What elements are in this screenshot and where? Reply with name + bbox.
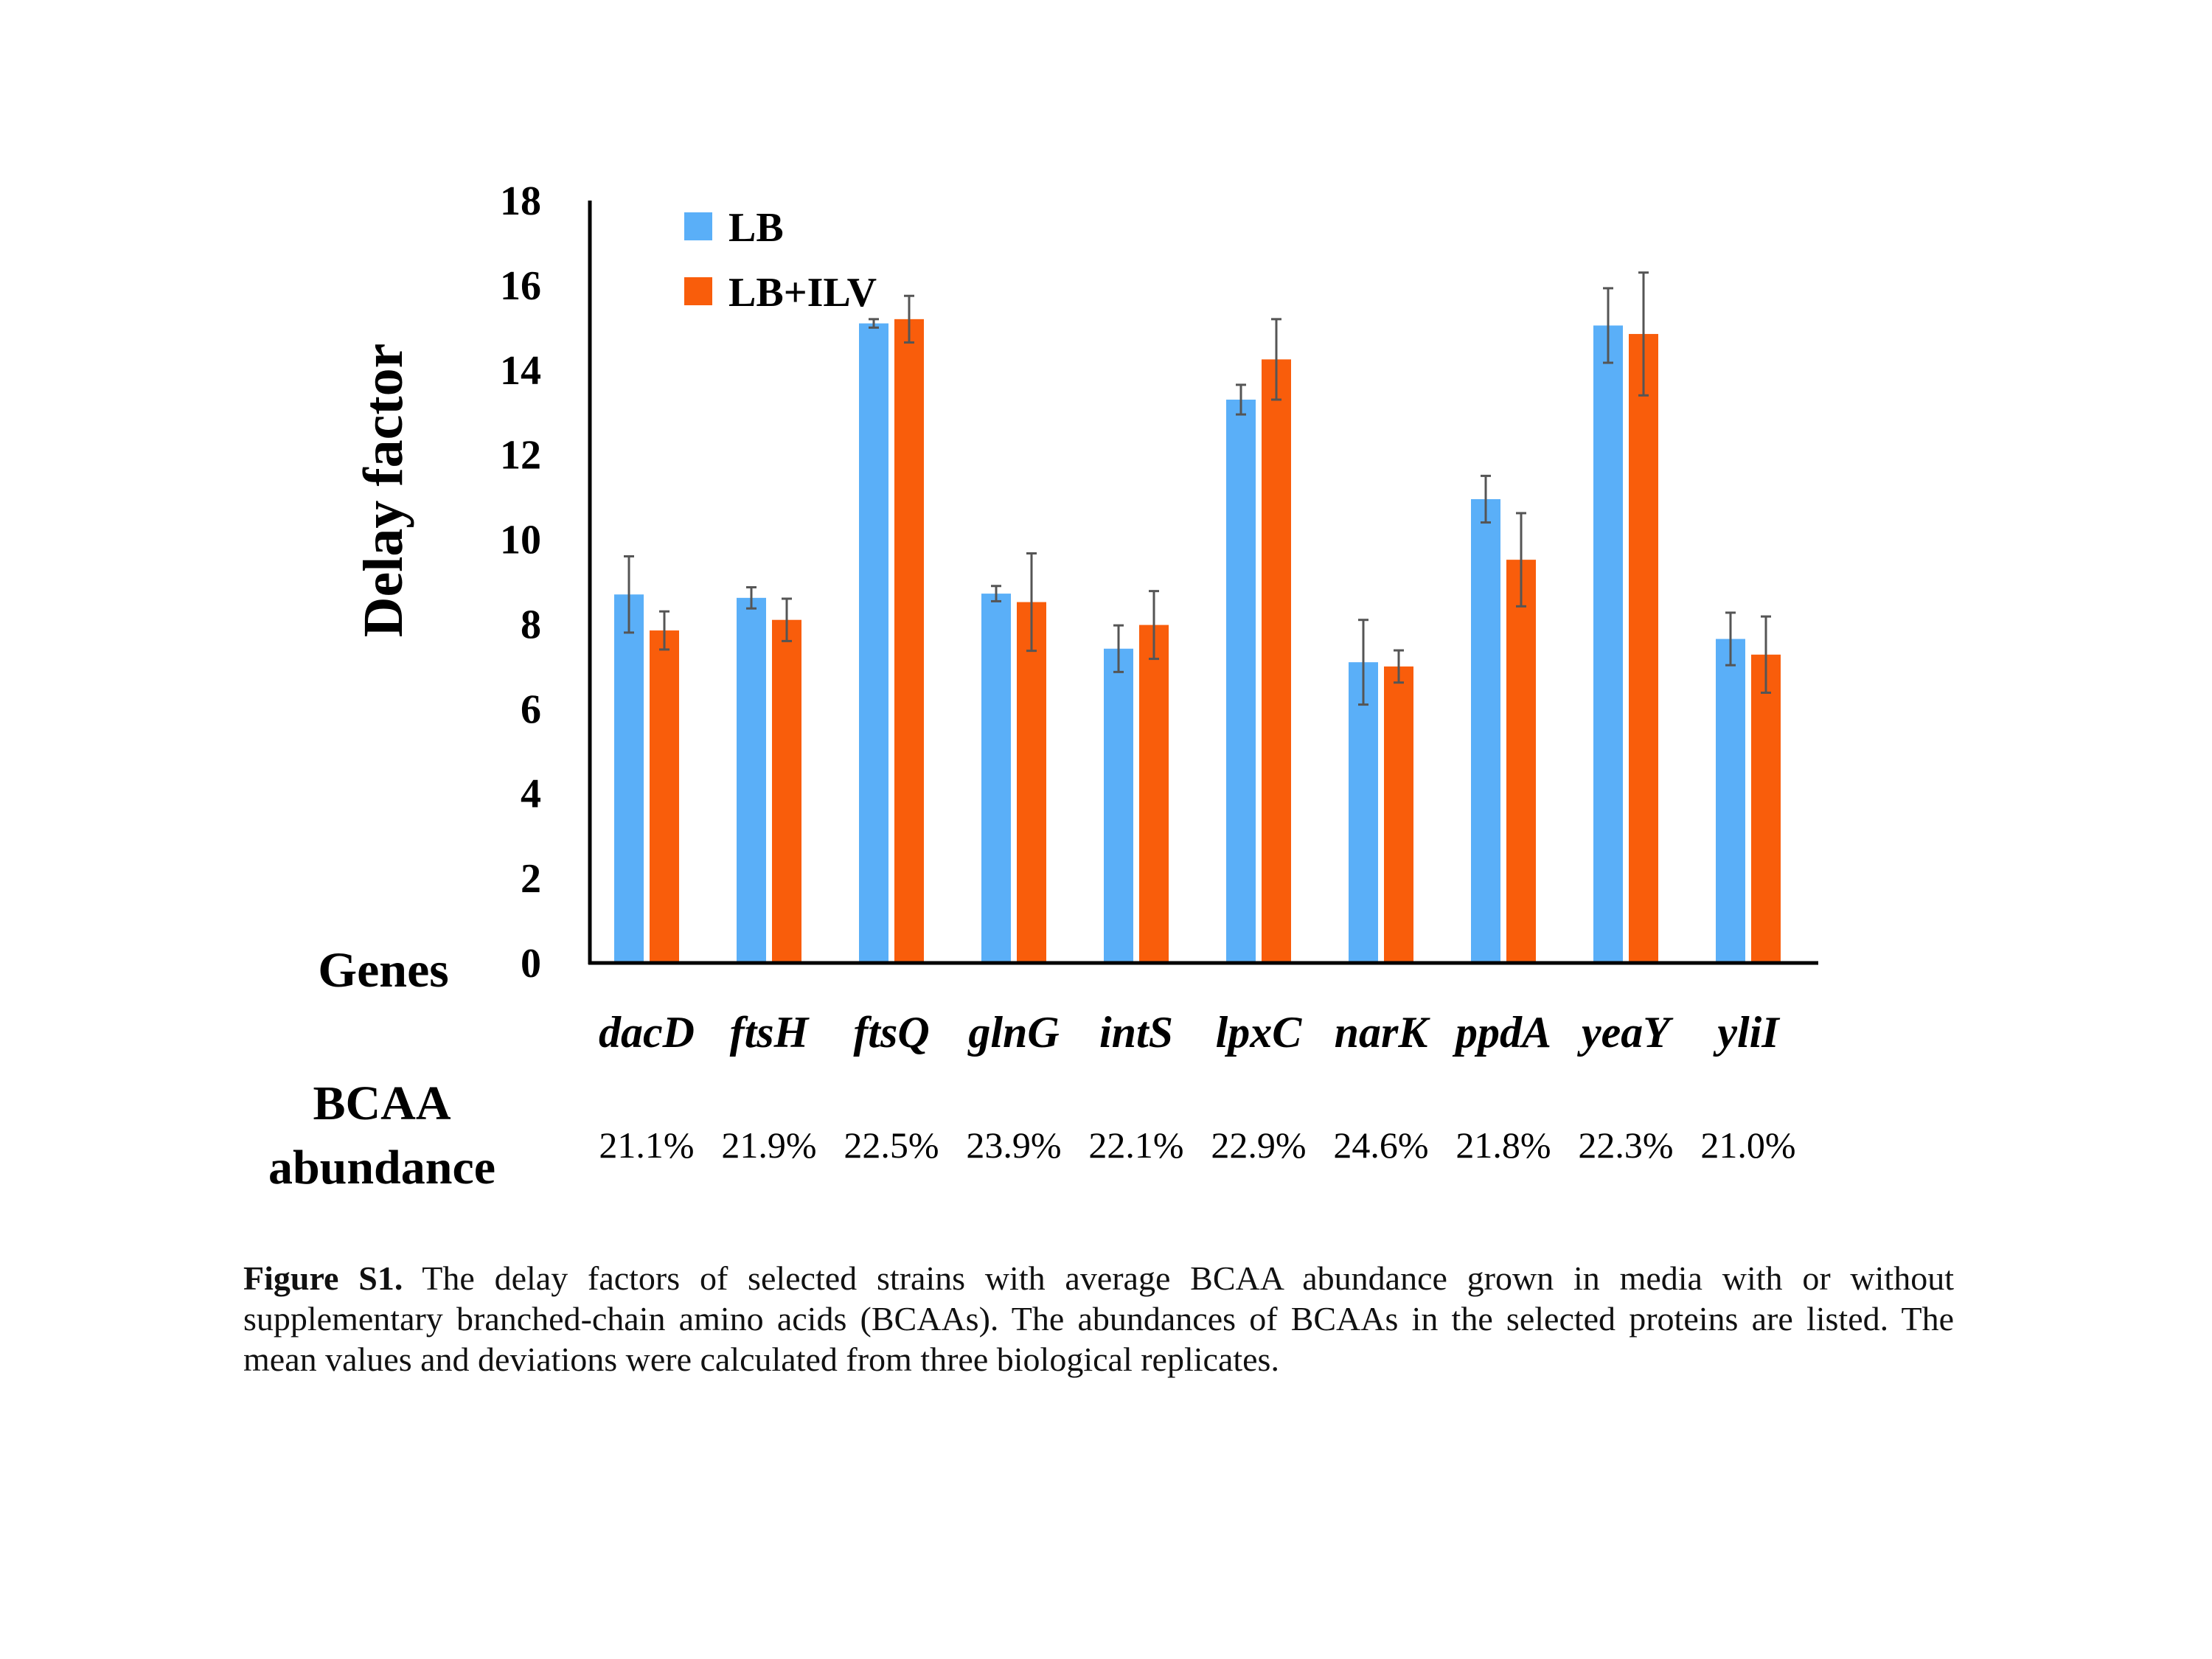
figure-caption: Figure S1. The delay factors of selected… (243, 1258, 1954, 1380)
x-category-label: dacD (599, 1008, 695, 1057)
bar-lb-ilv-dacD (650, 630, 679, 963)
x-category-labels: dacD ftsH ftsQ glnG intS lpxC narK ppdA yeaY yliI (599, 1008, 1781, 1057)
bar-chart: 0 2 4 6 8 10 12 14 16 18 dacD ftsH ftsQ glnG intS lpxC… (268, 178, 1818, 1194)
x-category-label: ftsQ (853, 1008, 929, 1057)
x-category-label: narK (1335, 1008, 1431, 1057)
legend-swatch-lb-ilv (684, 277, 712, 305)
bar-lb-ilv-intS (1139, 625, 1169, 963)
figure-label: Figure S1. (243, 1259, 403, 1297)
bcaa-abundance-value: 21.9% (721, 1124, 816, 1166)
y-tick-label: 10 (500, 518, 541, 563)
bcaa-abundance-row: 21.1% 21.9% 22.5% 23.9% 22.1% 22.9% 24.6% 21.8%… (599, 1124, 1795, 1166)
error-bar-lb-dacD (624, 555, 634, 634)
x-category-label: lpxC (1216, 1008, 1303, 1057)
bar-lb-ilv-ftsH (772, 619, 801, 963)
error-bar-lb-ilv-dacD (659, 610, 669, 651)
y-tick-label: 18 (500, 178, 541, 224)
y-tick-label: 8 (521, 602, 541, 647)
legend-label-lb-ilv: LB+ILV (728, 270, 877, 316)
bars-layer (614, 319, 1781, 964)
bar-lb-ilv-narK (1384, 666, 1413, 963)
error-bar-lb-ilv-glnG (1026, 552, 1037, 653)
legend-label-lb: LB (728, 205, 784, 251)
bar-lb-lpxC (1226, 399, 1256, 963)
error-bar-lb-intS (1113, 624, 1124, 673)
bar-lb-intS (1104, 648, 1133, 963)
error-bar-lb-ilv-ftsQ (904, 294, 914, 344)
figure-caption-text: The delay factors of selected strains wi… (243, 1259, 1954, 1378)
error-bar-lb-ilv-intS (1149, 590, 1159, 661)
x-category-label: ppdA (1452, 1008, 1551, 1057)
bcaa-abundance-value: 24.6% (1333, 1124, 1428, 1166)
error-bar-lb-ilv-yliI (1761, 615, 1771, 695)
legend: LB LB+ILV (684, 205, 877, 316)
bcaa-abundance-value: 21.8% (1455, 1124, 1551, 1166)
error-bar-lb-ftsH (746, 585, 757, 610)
y-tick-label: 2 (521, 856, 541, 902)
bcaa-abundance-value: 23.9% (966, 1124, 1061, 1166)
error-bar-lb-ilv-lpxC (1271, 318, 1281, 401)
bar-lb-ilv-yliI (1751, 654, 1781, 963)
error-bar-lb-yliI (1725, 611, 1736, 667)
error-bars-layer (624, 271, 1771, 706)
bar-lb-yliI (1716, 639, 1745, 963)
x-category-label: ftsH (730, 1008, 810, 1057)
error-bar-lb-ilv-ftsH (782, 597, 792, 642)
x-category-label: glnG (967, 1008, 1059, 1057)
x-axis-label: Genes (318, 942, 449, 998)
x-category-label: intS (1099, 1008, 1173, 1057)
bar-lb-ilv-glnG (1017, 602, 1046, 963)
bcaa-abundance-value: 22.5% (844, 1124, 939, 1166)
y-tick-label: 12 (500, 433, 541, 479)
bar-lb-ilv-lpxC (1262, 359, 1291, 964)
y-tick-label: 14 (500, 348, 541, 394)
error-bar-lb-glnG (991, 585, 1001, 602)
y-tick-label: 16 (500, 263, 541, 309)
bar-lb-ppdA (1471, 498, 1500, 963)
bar-lb-ilv-ftsQ (894, 319, 924, 963)
bar-lb-ilv-yeaY (1629, 333, 1658, 963)
x-category-label: yeaY (1577, 1008, 1674, 1057)
y-tick-label: 4 (521, 771, 541, 817)
error-bar-lb-ilv-narK (1394, 649, 1404, 684)
bar-lb-ftsQ (859, 323, 888, 964)
bar-lb-yeaY (1593, 325, 1623, 963)
bar-lb-glnG (981, 594, 1011, 963)
error-bar-lb-yeaY (1603, 287, 1613, 364)
bcaa-abundance-value: 22.3% (1578, 1124, 1673, 1166)
legend-swatch-lb (684, 212, 712, 240)
y-tick-label: 0 (521, 941, 541, 987)
x-category-label: yliI (1713, 1008, 1781, 1057)
y-axis-label: Delay factor (352, 344, 414, 638)
bar-lb-narK (1349, 662, 1378, 963)
error-bar-lb-ftsQ (869, 318, 879, 329)
error-bar-lb-lpxC (1236, 383, 1246, 416)
error-bar-lb-ppdA (1481, 474, 1491, 524)
bcaa-row-label-line2: abundance (268, 1141, 495, 1194)
bcaa-abundance-value: 22.9% (1211, 1124, 1306, 1166)
error-bar-lb-narK (1358, 619, 1368, 706)
error-bar-lb-ilv-ppdA (1516, 512, 1526, 608)
bar-lb-dacD (614, 594, 644, 963)
error-bar-lb-ilv-yeaY (1638, 271, 1649, 397)
bar-lb-ilv-ppdA (1506, 560, 1536, 963)
bcaa-abundance-value: 21.0% (1700, 1124, 1795, 1166)
bar-lb-ftsH (737, 597, 766, 963)
bcaa-row-label-line1: BCAA (313, 1077, 451, 1130)
bcaa-abundance-value: 21.1% (599, 1124, 694, 1166)
y-tick-labels: 0 2 4 6 8 10 12 14 16 18 (500, 178, 541, 987)
y-tick-label: 6 (521, 686, 541, 732)
bcaa-abundance-value: 22.1% (1088, 1124, 1183, 1166)
